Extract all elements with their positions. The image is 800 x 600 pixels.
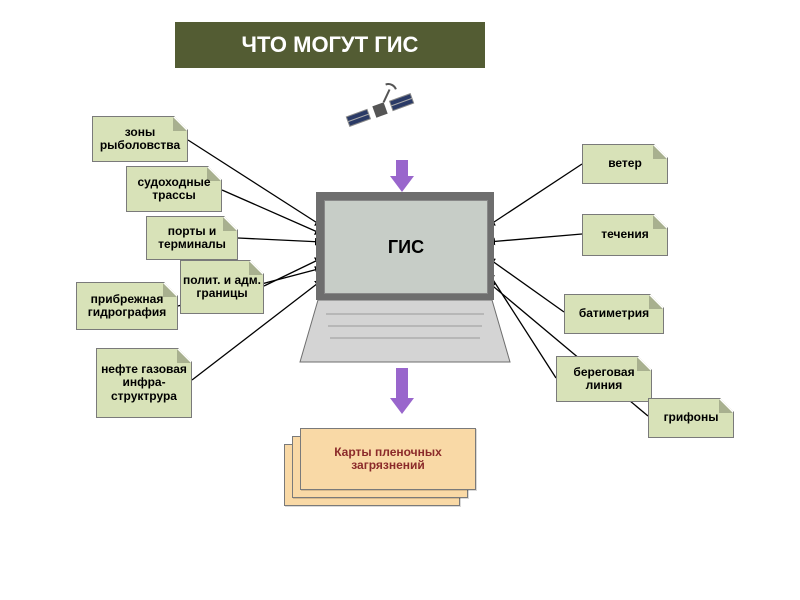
note-label: прибрежная гидрография <box>79 293 175 319</box>
note-borders: полит. и адм. границы <box>180 260 264 314</box>
edge-coast <box>488 272 556 378</box>
edge-shipping <box>222 190 322 234</box>
flow-arrow <box>390 160 414 192</box>
note-hydro: прибрежная гидрография <box>76 282 178 330</box>
note-label: судоходные трассы <box>129 176 219 202</box>
edge-bathy <box>488 258 564 312</box>
diagram-stage: ЧТО МОГУТ ГИС ГИС зоны рыболовства судоход… <box>0 0 800 600</box>
edge-wind <box>488 164 582 226</box>
note-griffons: грифоны <box>648 398 734 438</box>
flow-arrow <box>390 368 414 414</box>
note-label: нефте газовая инфра-структрура <box>99 363 189 403</box>
note-shipping: судоходные трассы <box>126 166 222 212</box>
edge-ports <box>238 238 322 242</box>
gis-screen: ГИС <box>324 200 488 294</box>
note-ports: порты и терминалы <box>146 216 238 260</box>
note-currents: течения <box>582 214 668 256</box>
laptop-base <box>300 300 510 362</box>
note-label: грифоны <box>664 411 719 424</box>
note-label: ветер <box>608 157 642 170</box>
note-label: береговая линия <box>559 366 649 392</box>
gis-label: ГИС <box>388 237 424 258</box>
title-banner: ЧТО МОГУТ ГИС <box>175 22 485 68</box>
output-card-top: Карты пленочных загрязнений <box>300 428 476 490</box>
note-label: полит. и адм. границы <box>183 274 261 300</box>
note-fishing: зоны рыболовства <box>92 116 188 162</box>
note-bathy: батиметрия <box>564 294 664 334</box>
note-wind: ветер <box>582 144 668 184</box>
satellite-icon <box>341 78 414 128</box>
note-oilgas: нефте газовая инфра-структрура <box>96 348 192 418</box>
note-label: батиметрия <box>579 307 649 320</box>
edge-currents <box>488 234 582 242</box>
title-text: ЧТО МОГУТ ГИС <box>242 32 419 57</box>
edge-borders <box>264 258 322 286</box>
note-coast: береговая линия <box>556 356 652 402</box>
note-label: течения <box>601 228 649 241</box>
note-label: зоны рыболовства <box>95 126 185 152</box>
note-label: Карты пленочных загрязнений <box>303 446 473 472</box>
